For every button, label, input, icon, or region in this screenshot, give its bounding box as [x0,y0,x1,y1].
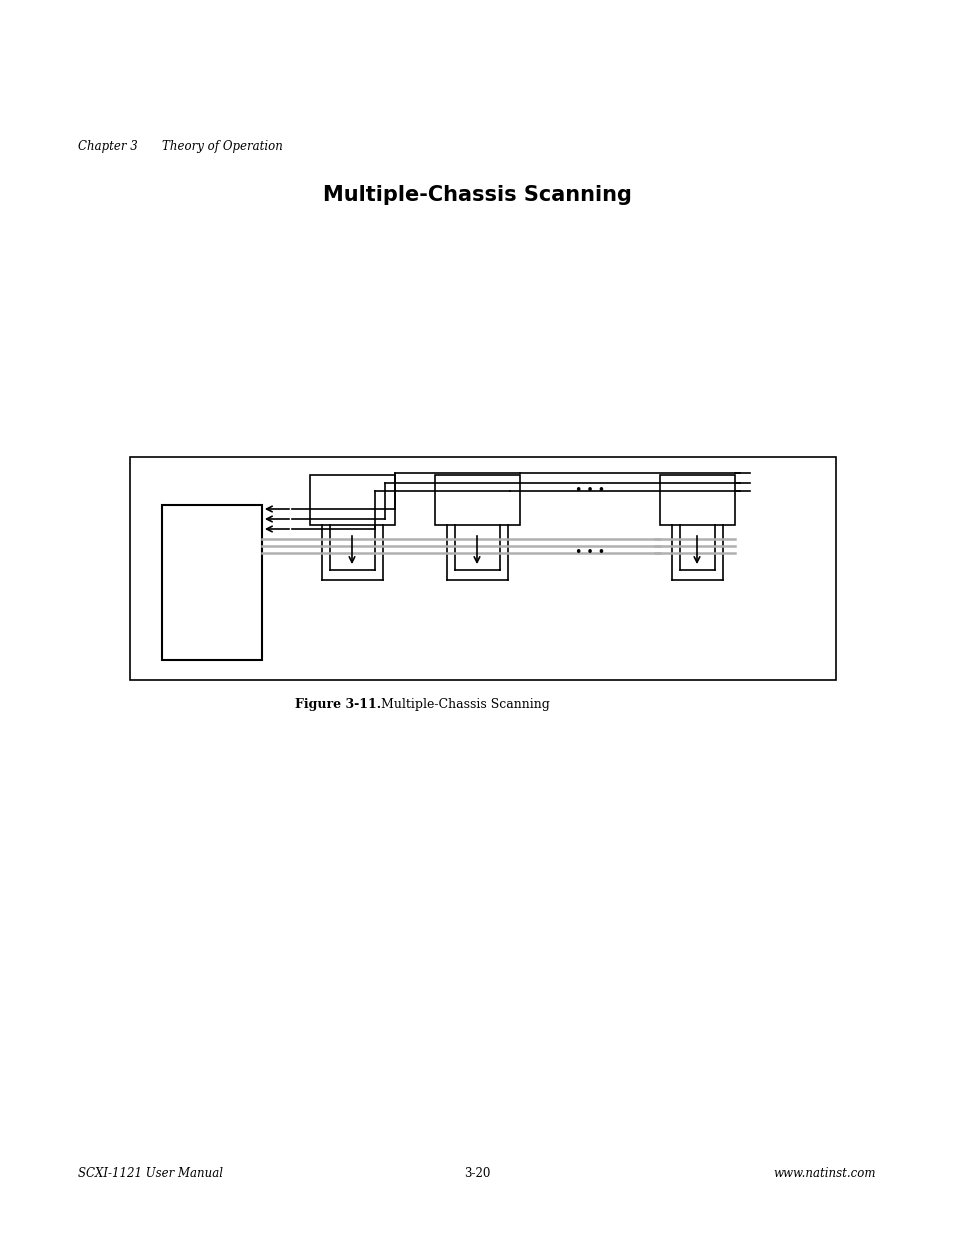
Bar [130,457,835,680]
Text: SCXI-1121 User Manual: SCXI-1121 User Manual [78,1167,223,1179]
Text: Multiple-Chassis Scanning: Multiple-Chassis Scanning [322,185,631,205]
Bar [435,475,519,525]
Text: Figure 3-11.: Figure 3-11. [294,698,381,711]
Bar [310,475,395,525]
Text: • • •: • • • [575,483,604,496]
Text: Chapter 3: Chapter 3 [78,140,137,153]
Text: Multiple-Chassis Scanning: Multiple-Chassis Scanning [380,698,549,711]
Text: • • •: • • • [575,547,604,559]
Text: 3-20: 3-20 [463,1167,490,1179]
Bar [162,505,262,659]
Text: Theory of Operation: Theory of Operation [162,140,283,153]
Text: www.natinst.com: www.natinst.com [773,1167,875,1179]
Bar [659,475,734,525]
